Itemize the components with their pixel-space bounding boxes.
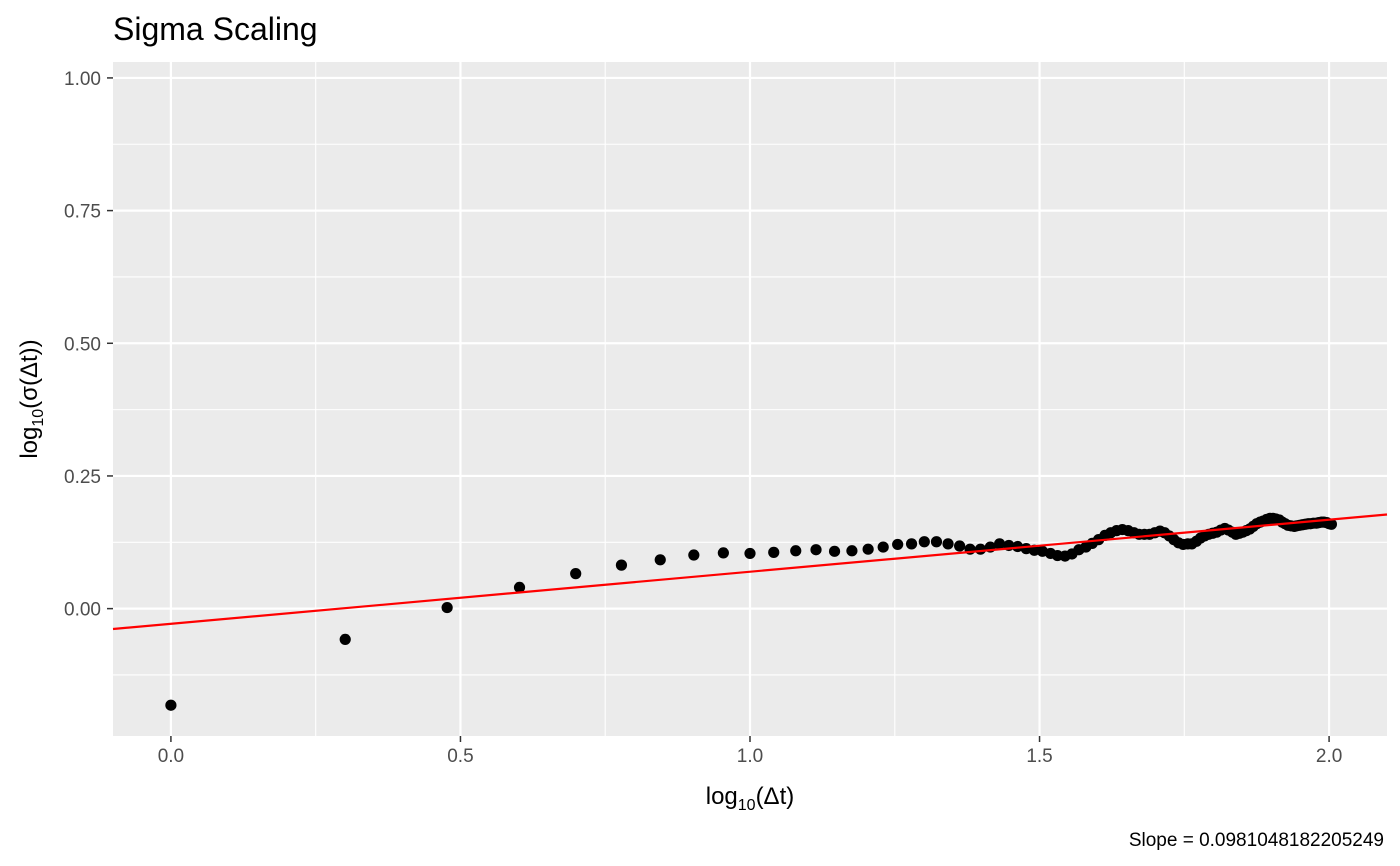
data-point <box>790 545 802 557</box>
data-point <box>810 544 822 556</box>
x-tick-label: 0.0 <box>158 746 184 767</box>
data-point <box>892 538 904 551</box>
data-point <box>846 545 858 557</box>
x-axis-title: log10(Δt) <box>706 783 795 814</box>
fit-line <box>112 513 1388 631</box>
data-point <box>513 581 526 594</box>
data-point <box>918 536 930 548</box>
y-axis: 0.00 0.25 0.50 0.75 1.00 <box>64 69 113 621</box>
y-tick-label: 0.50 <box>64 334 101 355</box>
data-point <box>688 549 700 561</box>
x-tick-label: 1.5 <box>1026 746 1052 767</box>
y-tick-label: 1.00 <box>64 69 101 90</box>
x-axis: 0.0 0.5 1.0 1.5 2.0 <box>158 736 1342 767</box>
slope-caption: Slope = 0.0981048182205249 <box>1129 830 1384 851</box>
data-point <box>441 601 453 614</box>
data-point <box>974 543 987 555</box>
y-tick-label: 0.75 <box>64 202 101 223</box>
data-point <box>570 568 582 580</box>
data-point <box>744 547 756 560</box>
data-point <box>828 545 841 557</box>
data-point <box>768 546 780 558</box>
y-tick-label: 0.00 <box>64 600 101 621</box>
x-tick-label: 0.5 <box>447 746 473 767</box>
y-tick-label: 0.25 <box>64 467 101 488</box>
x-tick-label: 1.0 <box>737 746 763 767</box>
x-tick-label: 2.0 <box>1316 746 1342 767</box>
data-point <box>954 540 966 552</box>
data-point <box>877 541 889 553</box>
y-axis-title: log10(σ(Δt)) <box>16 339 47 458</box>
data-point <box>993 538 1006 550</box>
data-point <box>1325 518 1338 530</box>
data-point <box>654 554 666 566</box>
chart-title: Sigma Scaling <box>113 11 318 47</box>
data-point <box>339 633 351 646</box>
data-point <box>1011 540 1024 553</box>
data-point <box>905 538 918 550</box>
data-point <box>165 699 177 711</box>
data-point <box>942 538 954 550</box>
data-point <box>615 559 628 571</box>
data-point <box>717 547 729 559</box>
data-point <box>930 536 943 548</box>
data-point <box>862 543 874 555</box>
